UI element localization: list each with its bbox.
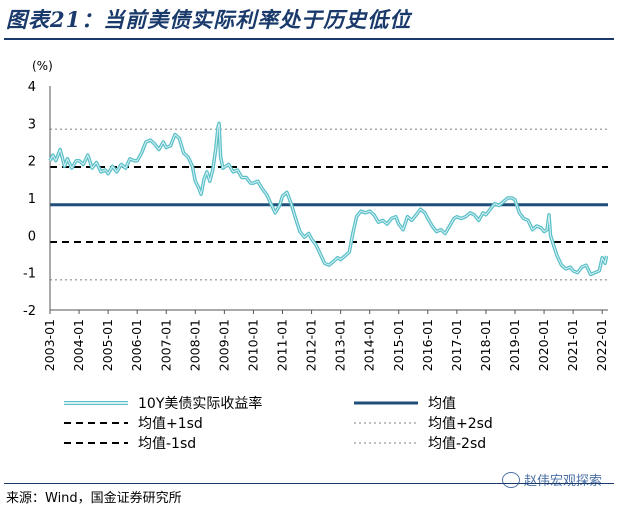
watermark-text: 赵伟宏观探索	[523, 474, 602, 489]
chart-title: 图表21：当前美债实际利率处于历史低位	[6, 7, 412, 32]
series-line	[48, 121, 609, 277]
legend-item-minus2sd: 均值-2sd	[352, 433, 486, 453]
y-tick-label: -2	[23, 304, 36, 319]
x-tick-label: 2014-01	[362, 319, 377, 371]
legend-label-minus2sd: 均值-2sd	[428, 436, 487, 452]
x-tick-label: 2017-01	[449, 319, 464, 371]
series-line-inner	[49, 122, 607, 275]
x-tick-label: 2021-01	[565, 319, 580, 371]
footer-divider	[4, 483, 614, 484]
x-tick-label: 2004-01	[71, 319, 86, 371]
x-tick-label: 2013-01	[333, 319, 348, 371]
legend-label-mean: 均值	[428, 396, 456, 412]
legend-item-series: 10Y美债实际收益率	[62, 393, 262, 413]
x-tick-label: 2012-01	[304, 319, 319, 371]
y-tick-label: 1	[28, 192, 36, 207]
y-tick-label: 0	[28, 229, 36, 244]
x-tick-label: 2003-01	[42, 319, 57, 371]
y-axis-unit-label: (%)	[32, 59, 53, 73]
legend-item-plus1sd: 均值+1sd	[62, 413, 203, 433]
x-tick-label: 2010-01	[245, 319, 260, 371]
x-tick-label: 2006-01	[129, 319, 144, 371]
x-tick-label: 2005-01	[100, 319, 115, 371]
x-tick-label: 2022-01	[594, 319, 609, 371]
chart-legend: 10Y美债实际收益率 均值 均值+1sd 均值+2sd 均值-1sd 均值-2s…	[62, 393, 582, 453]
y-tick-label: 3	[28, 117, 36, 132]
x-tick-label: 2009-01	[216, 319, 231, 371]
title-divider	[4, 38, 614, 40]
legend-label-plus1sd: 均值+1sd	[138, 416, 203, 432]
source-note: 来源：Wind，国金证券研究所	[6, 491, 182, 506]
watermark: 赵伟宏观探索	[501, 470, 602, 489]
legend-item-mean: 均值	[352, 393, 456, 413]
x-tick-label: 2015-01	[391, 319, 406, 371]
legend-label-series: 10Y美债实际收益率	[138, 396, 263, 412]
x-tick-label: 2007-01	[158, 319, 173, 371]
chart-area: (%) 4 3 2 1 0 -1 -2 2003-01 2004-01 2005-01 2006-…	[23, 59, 609, 371]
legend-item-minus1sd: 均值-1sd	[62, 433, 196, 453]
x-tick-label: 2011-01	[275, 319, 290, 371]
legend-item-plus2sd: 均值+2sd	[352, 413, 493, 433]
y-tick-label: 2	[28, 155, 36, 170]
x-tick-label: 2016-01	[420, 319, 435, 371]
x-tick-label: 2020-01	[536, 319, 551, 371]
x-tick-label: 2008-01	[187, 319, 202, 371]
wechat-icon	[501, 471, 520, 488]
x-tick-label: 2018-01	[478, 319, 493, 371]
legend-label-plus2sd: 均值+2sd	[428, 416, 493, 432]
y-tick-label: -1	[23, 267, 36, 282]
legend-label-minus1sd: 均值-1sd	[138, 436, 197, 452]
x-tick-label: 2019-01	[507, 319, 522, 371]
y-tick-label: 4	[28, 80, 36, 95]
